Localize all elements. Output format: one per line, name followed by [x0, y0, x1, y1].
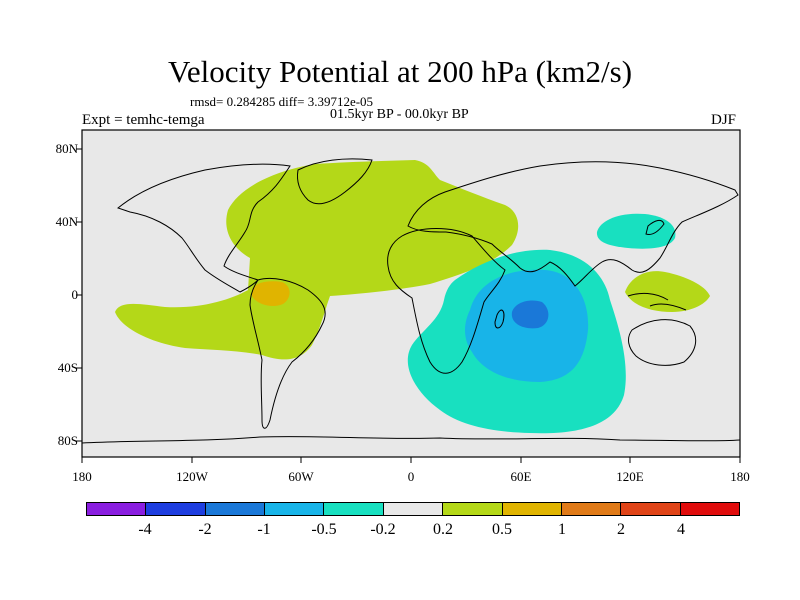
lat-label-80s: 80S — [57, 433, 78, 448]
coastlines — [81, 158, 741, 444]
colorbar-swatch — [383, 503, 444, 515]
colorbar-label: 1 — [558, 521, 566, 538]
experiment-label: Expt = temhc-temga — [82, 112, 205, 128]
subtitle: 01.5kyr BP - 00.0kyr BP — [330, 107, 469, 122]
coastline-north-america — [116, 163, 291, 293]
stats-text: rmsd= 0.284285 diff= 3.39712e-05 — [190, 94, 374, 109]
coastline-madagascar — [494, 309, 505, 329]
chart-title: Velocity Potential at 200 hPa (km2/s) — [167, 54, 633, 89]
colorbar-swatch — [146, 503, 206, 515]
lat-label-80n: 80N — [55, 141, 78, 156]
coastline-south-america — [249, 277, 326, 429]
lon-label-180w: 180 — [72, 469, 92, 484]
negative-anomaly-indian-center — [511, 300, 549, 329]
lat-label-40s: 40S — [57, 360, 78, 375]
colorbar-swatch — [502, 503, 562, 515]
negative-anomaly-japan — [596, 213, 676, 249]
coastline-indonesia — [627, 292, 687, 311]
positive-anomaly-maritime — [625, 271, 710, 312]
colorbar-label: 2 — [617, 521, 625, 538]
lon-label-60e: 60E — [510, 469, 532, 484]
season-label: DJF — [711, 112, 737, 128]
colorbar-swatch — [621, 503, 681, 515]
colorbar-swatch — [561, 503, 622, 515]
colorbar-label: -2 — [198, 521, 212, 538]
colorbar-label: -1 — [257, 521, 271, 538]
colorbar-swatch — [265, 503, 325, 515]
lon-label-180e: 180 — [730, 469, 750, 484]
colorbar-swatch — [680, 503, 739, 515]
colorbar-swatch — [205, 503, 266, 515]
colorbar-swatch — [443, 503, 503, 515]
colorbar-label: -4 — [138, 521, 152, 538]
colorbar-label: 4 — [677, 521, 685, 538]
lat-label-40n: 40N — [55, 214, 78, 229]
coastline-japan — [645, 219, 665, 235]
lon-label-60w: 60W — [288, 469, 314, 484]
axis-ticks — [76, 148, 741, 463]
colorbar-swatch — [87, 503, 147, 515]
colorbar-label: 0.5 — [492, 521, 512, 538]
colorbar-swatch — [324, 503, 384, 515]
lon-label-120e: 120E — [616, 469, 644, 484]
coastline-eurasia — [407, 161, 739, 287]
coastline-australia — [628, 319, 697, 366]
coastline-antarctica — [81, 436, 741, 444]
colorbar — [86, 502, 740, 516]
coastline-greenland — [297, 158, 373, 205]
colorbar-label: -0.2 — [370, 521, 396, 538]
lat-label-0: 0 — [71, 287, 79, 302]
colorbar-label: 0.2 — [433, 521, 453, 538]
lon-label-120w: 120W — [176, 469, 208, 484]
coastline-africa — [387, 228, 506, 374]
lon-label-0: 0 — [407, 469, 415, 484]
positive-anomaly-south-america — [252, 281, 290, 307]
colorbar-label: -0.5 — [311, 521, 337, 538]
